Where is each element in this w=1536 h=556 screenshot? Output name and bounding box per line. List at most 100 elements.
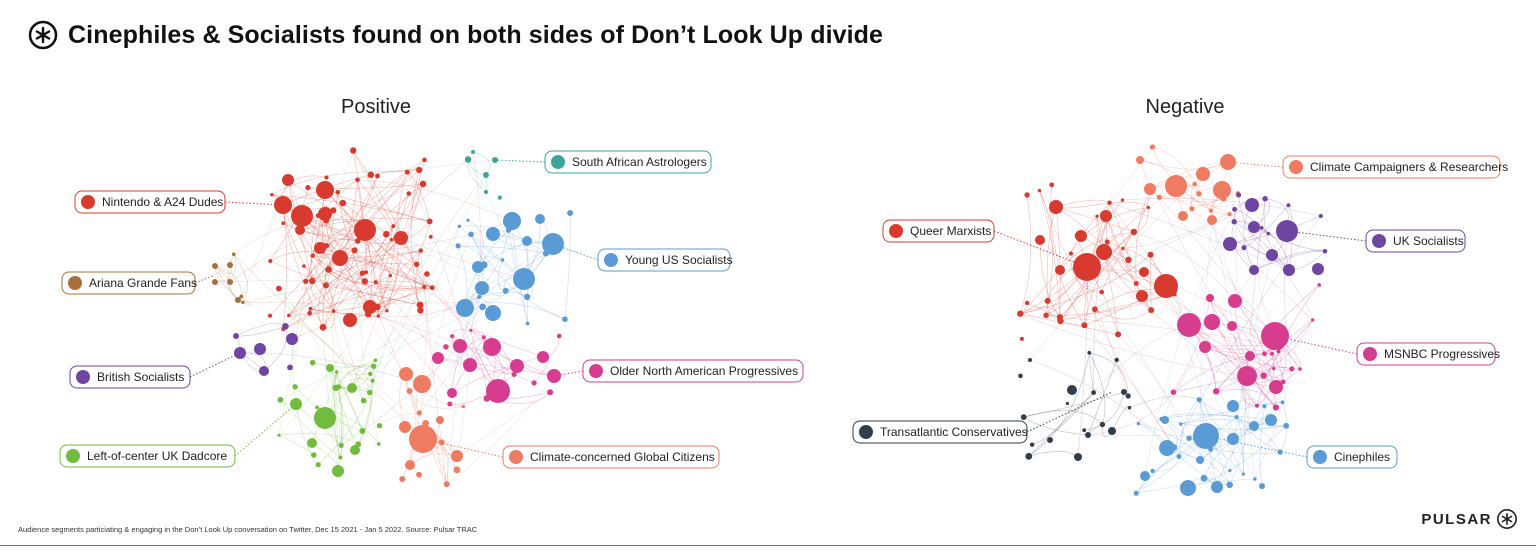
network-edge <box>409 390 464 409</box>
network-edge <box>377 238 397 308</box>
network-edge <box>1070 253 1102 293</box>
segment-label: Climate Campaigners & Researchers <box>1310 160 1508 174</box>
network-edge <box>282 204 287 330</box>
network-edge <box>285 159 469 327</box>
network-node-139 <box>307 438 317 448</box>
network-node-303 <box>1196 397 1202 403</box>
network-node-46 <box>270 193 274 197</box>
network-node-235 <box>1149 144 1156 150</box>
network-node-128 <box>438 439 445 446</box>
network-edge <box>335 365 374 388</box>
network-edge <box>328 269 433 289</box>
network-edge <box>291 264 417 340</box>
network-node-198 <box>1107 200 1112 205</box>
network-node-82 <box>505 227 512 233</box>
network-node-161 <box>292 384 298 390</box>
network-node-71 <box>428 234 433 239</box>
network-edge <box>1216 319 1313 392</box>
network-node-275 <box>1260 372 1267 379</box>
network-node-45 <box>422 284 427 290</box>
network-node-88 <box>460 299 468 306</box>
network-edge <box>1087 392 1174 436</box>
network-edge <box>1284 230 1293 369</box>
network-edge <box>378 238 399 317</box>
network-edge <box>463 292 528 303</box>
network-node-51 <box>350 147 357 154</box>
network-node-158 <box>355 441 362 448</box>
network-edge <box>407 171 430 222</box>
network-node-270 <box>1245 351 1255 361</box>
network-node-288 <box>1170 389 1177 396</box>
network-node-24 <box>339 199 347 207</box>
network-edge <box>1077 266 1088 458</box>
network-node-11 <box>295 225 305 235</box>
network-node-213 <box>1081 322 1088 329</box>
segment-color-dot <box>1363 347 1377 361</box>
pulsar-star-icon <box>28 20 58 50</box>
network-node-205 <box>1146 205 1151 210</box>
network-edge <box>362 345 461 432</box>
network-node-186 <box>497 195 502 200</box>
network-node-203 <box>1115 331 1122 338</box>
network-edge <box>1253 250 1326 271</box>
network-node-122 <box>399 421 411 433</box>
segment-label: Nintendo & A24 Dudes <box>102 195 223 209</box>
network-node-309 <box>1226 481 1233 489</box>
network-edge <box>305 189 326 282</box>
callout-leader-line <box>224 201 284 206</box>
network-node-319 <box>1133 490 1139 496</box>
network-node-31 <box>315 213 321 219</box>
network-node-93 <box>466 218 470 222</box>
network-edge <box>338 386 342 458</box>
segment-callout-young-us-socialists: Young US Socialists <box>552 243 733 272</box>
network-node-308 <box>1208 447 1213 452</box>
network-node-173 <box>212 263 218 269</box>
network-node-36 <box>426 218 433 225</box>
network-node-251 <box>1312 263 1324 275</box>
network-node-293 <box>1211 481 1223 493</box>
network-node-103 <box>463 358 477 372</box>
network-edge <box>1152 456 1180 472</box>
network-node-218 <box>1068 251 1073 256</box>
network-node-215 <box>1121 246 1125 251</box>
network-node-68 <box>374 303 381 311</box>
network-node-87 <box>480 286 486 292</box>
network-edge <box>472 151 491 176</box>
network-node-127 <box>426 430 433 437</box>
segment-color-dot <box>1313 450 1327 464</box>
network-node-28 <box>422 157 427 163</box>
network-node-179 <box>232 252 236 257</box>
network-edge <box>419 287 483 414</box>
network-node-77 <box>456 299 474 317</box>
network-edge <box>1238 194 1273 256</box>
network-edge <box>270 260 421 306</box>
callout-box <box>1306 445 1398 469</box>
network-edge <box>1029 173 1204 361</box>
network-node-325 <box>1085 432 1091 438</box>
network-edge <box>1139 159 1229 170</box>
network-edge <box>1023 391 1125 418</box>
network-node-30 <box>355 177 360 183</box>
segment-color-dot <box>551 155 565 169</box>
network-edge <box>288 237 397 316</box>
network-node-85 <box>455 243 461 249</box>
network-edge <box>333 210 525 280</box>
network-node-339 <box>1127 405 1132 410</box>
network-node-323 <box>1074 453 1082 461</box>
network-node-250 <box>1283 264 1295 276</box>
network-node-320 <box>1171 444 1178 451</box>
network-edge <box>1199 425 1287 461</box>
network-node-249 <box>1266 249 1278 261</box>
network-node-120 <box>413 375 431 393</box>
network-node-67 <box>319 324 327 331</box>
network-edge <box>242 302 465 304</box>
network-edge <box>451 356 544 394</box>
network-edge <box>1198 399 1244 475</box>
callout-box <box>502 445 720 469</box>
network-node-172 <box>287 364 293 371</box>
network-edge <box>1233 319 1313 436</box>
network-node-96 <box>480 261 488 269</box>
network-edge <box>324 250 355 286</box>
network-node-165 <box>234 347 246 359</box>
network-node-143 <box>338 442 344 448</box>
